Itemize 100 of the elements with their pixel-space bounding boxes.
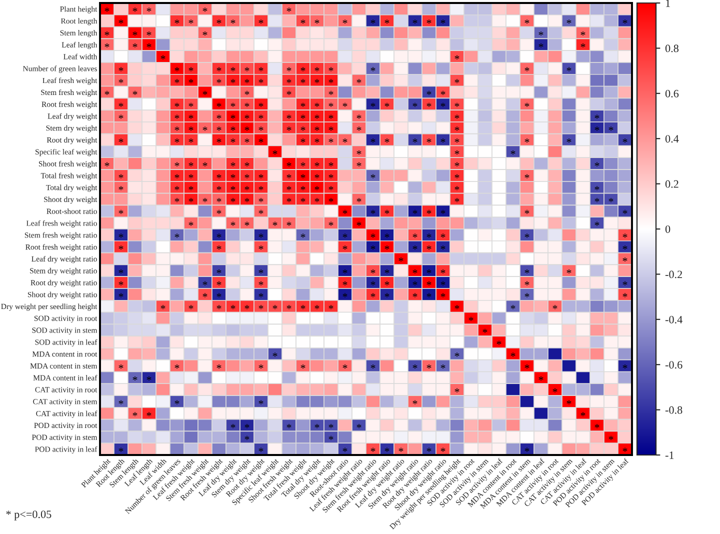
data-label: * — [342, 281, 348, 286]
data-label: * — [286, 114, 292, 119]
data-label: * — [188, 67, 194, 72]
data-label: * — [426, 269, 432, 274]
data-label: * — [524, 269, 530, 274]
data-label: * — [440, 281, 446, 286]
color-bar-label: 0.6 — [665, 90, 679, 98]
data-label: * — [356, 424, 362, 428]
data-label: * — [258, 67, 264, 72]
data-label: * — [258, 210, 264, 214]
data-label: * — [216, 210, 222, 214]
data-label: * — [244, 102, 250, 107]
data-label: * — [300, 20, 306, 24]
data-label: * — [356, 150, 362, 154]
data-label: * — [300, 67, 306, 72]
data-label: * — [118, 269, 124, 274]
data-label: * — [188, 20, 194, 24]
data-label: * — [230, 162, 236, 166]
data-label: * — [230, 138, 236, 143]
data-label: * — [174, 67, 180, 72]
data-label: * — [608, 126, 614, 131]
data-label: * — [258, 305, 264, 310]
data-label: * — [118, 364, 124, 369]
data-label: * — [412, 138, 418, 143]
data-label: * — [132, 43, 138, 48]
data-label: * — [426, 364, 432, 369]
data-label: * — [342, 20, 348, 24]
data-label: * — [622, 293, 628, 298]
data-label: * — [118, 20, 124, 24]
data-label: * — [314, 174, 320, 178]
data-label: * — [412, 20, 418, 24]
data-label: * — [216, 174, 222, 178]
data-label: * — [230, 186, 236, 190]
data-label: * — [524, 210, 530, 214]
data-label: * — [412, 234, 418, 238]
data-label: * — [594, 424, 600, 428]
data-label: * — [328, 222, 334, 226]
data-label: * — [342, 293, 348, 298]
data-label: * — [412, 364, 418, 369]
data-label: * — [286, 198, 292, 202]
data-label: * — [314, 20, 320, 24]
data-label: * — [118, 448, 124, 452]
data-label: * — [608, 198, 614, 202]
data-label: * — [174, 114, 180, 119]
data-label: * — [202, 198, 208, 202]
data-label: * — [258, 364, 264, 369]
data-label: * — [202, 293, 208, 298]
data-label: * — [258, 126, 264, 131]
data-label: * — [272, 222, 278, 226]
data-label: * — [216, 198, 222, 202]
data-label: * — [216, 234, 222, 238]
data-label: * — [454, 352, 460, 357]
data-label: * — [370, 281, 376, 286]
data-label: * — [622, 138, 628, 143]
data-label: * — [342, 448, 348, 452]
data-label: * — [384, 293, 390, 298]
text: * p<=0.05 — [6, 510, 52, 520]
data-label: * — [244, 174, 250, 178]
data-label: * — [552, 388, 558, 392]
data-label: * — [244, 67, 250, 72]
data-label: * — [104, 8, 110, 12]
data-label: * — [244, 126, 250, 131]
data-label: * — [286, 90, 292, 96]
data-label: * — [398, 257, 404, 262]
data-label: * — [118, 138, 124, 143]
data-label: * — [622, 281, 628, 286]
data-label: * — [356, 126, 362, 131]
data-label: * — [622, 246, 628, 250]
data-label: * — [384, 246, 390, 250]
color-bar-label: -0.6 — [665, 361, 682, 369]
data-label: * — [566, 20, 572, 24]
data-label: * — [440, 90, 446, 96]
data-label: * — [188, 174, 194, 178]
data-label: * — [286, 305, 292, 310]
data-label: * — [216, 281, 222, 286]
data-label: * — [342, 269, 348, 274]
data-label: * — [440, 234, 446, 238]
data-label: * — [594, 186, 600, 190]
data-label: * — [132, 90, 138, 96]
data-label: * — [146, 31, 152, 36]
data-label: * — [230, 174, 236, 178]
data-label: * — [174, 198, 180, 202]
data-label: * — [510, 352, 516, 357]
data-label: * — [188, 126, 194, 131]
data-label: * — [524, 234, 530, 238]
data-label: * — [118, 246, 124, 250]
data-label: * — [216, 186, 222, 190]
data-label: * — [426, 138, 432, 143]
data-label: * — [454, 388, 460, 392]
data-label: * — [468, 316, 474, 322]
data-label: * — [118, 186, 124, 190]
color-bar-label: 1 — [666, 0, 670, 7]
data-label: * — [454, 186, 460, 190]
data-label: * — [524, 67, 530, 72]
data-label: * — [174, 186, 180, 190]
data-label: * — [594, 162, 600, 166]
data-label: * — [566, 138, 572, 143]
data-label: * — [118, 293, 124, 298]
data-label: * — [188, 114, 194, 119]
data-label: * — [244, 114, 250, 119]
